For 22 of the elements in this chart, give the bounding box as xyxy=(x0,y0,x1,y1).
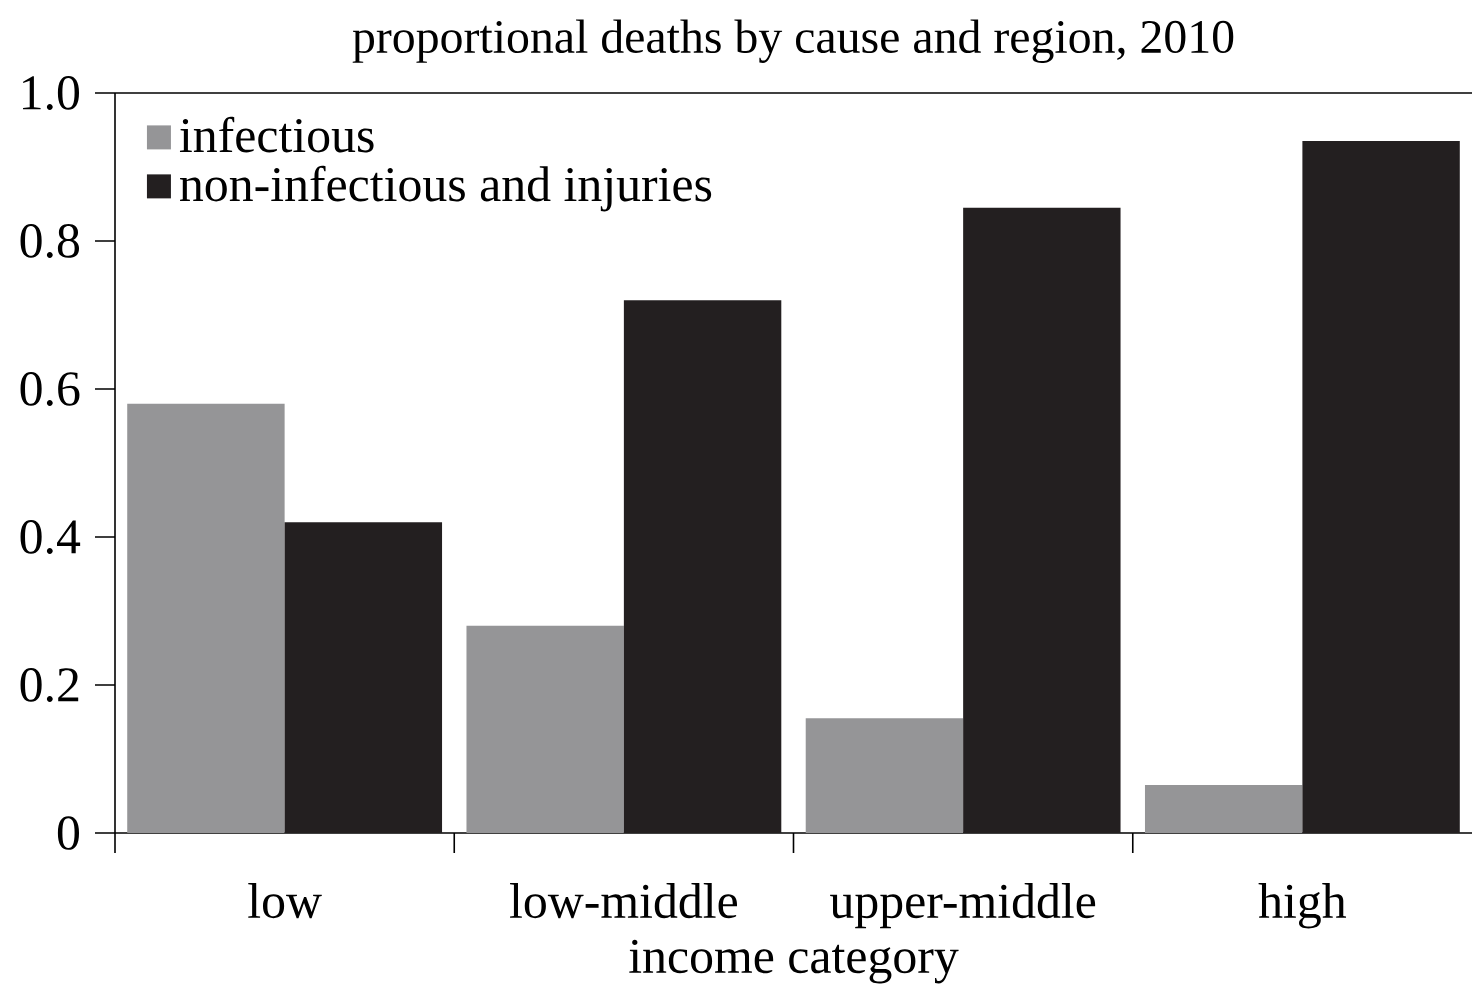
y-tick-label: 0.6 xyxy=(20,372,80,406)
x-tick-label: upper-middle xyxy=(830,883,1096,929)
y-tick-label: 0 xyxy=(57,816,80,850)
x-tick-label: high xyxy=(1258,883,1347,929)
x-tick-label: low xyxy=(248,883,322,919)
legend-label: infectious xyxy=(179,116,374,153)
y-tick-label: 1.0 xyxy=(23,76,80,110)
bar xyxy=(963,207,1121,833)
bar xyxy=(1144,784,1303,833)
bar xyxy=(623,300,782,833)
chart-title: proportional deaths by cause and region, 2010 xyxy=(352,19,1234,63)
bar xyxy=(127,403,285,833)
x-tick-label: low-middle xyxy=(510,883,737,919)
bar xyxy=(466,625,624,833)
legend-label: non-infectious and injuries xyxy=(180,165,712,212)
y-tick-label: 0.8 xyxy=(20,224,80,258)
y-tick-label: 0.4 xyxy=(20,520,81,554)
y-tick-label: 0.2 xyxy=(20,668,79,702)
bar xyxy=(805,718,964,833)
bar xyxy=(1302,141,1460,833)
bar xyxy=(284,522,443,833)
x-axis-title: income category xyxy=(629,939,959,984)
